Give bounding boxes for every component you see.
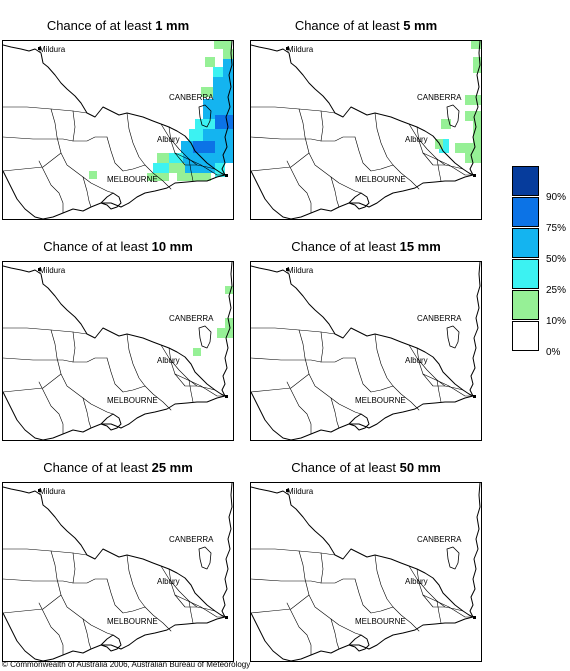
legend-label-75: 75% xyxy=(546,223,567,234)
probability-grid xyxy=(3,41,233,219)
city-label-mildura: Mildura xyxy=(39,266,66,275)
city-marker xyxy=(225,395,228,398)
base-map xyxy=(251,262,481,440)
city-label-albury: Albury xyxy=(157,577,180,586)
panel-title: Chance of at least 50 mm xyxy=(291,460,441,475)
panel-title: Chance of at least 1 mm xyxy=(46,18,190,33)
city-marker xyxy=(286,489,289,492)
panel-title: Chance of at least 5 mm xyxy=(294,18,438,33)
city-label-canberra: CANBERRA xyxy=(417,93,462,102)
panel-title: Chance of at least 25 mm xyxy=(43,460,193,475)
city-label-albury: Albury xyxy=(157,356,180,365)
city-label-melbourne: MELBOURNE xyxy=(355,396,406,405)
legend-label-0: 0% xyxy=(546,347,561,358)
panel-title: Chance of at least 15 mm xyxy=(291,239,441,254)
city-label-melbourne: MELBOURNE xyxy=(107,175,158,184)
city-marker xyxy=(225,616,228,619)
city-marker xyxy=(473,174,476,177)
city-label-canberra: CANBERRA xyxy=(169,93,214,102)
city-marker xyxy=(38,489,41,492)
city-marker xyxy=(473,616,476,619)
map-5mm: Mildura CANBERRA Albury MELBOURNE xyxy=(250,40,482,220)
city-label-mildura: Mildura xyxy=(287,487,314,496)
legend-swatch-25 xyxy=(512,259,539,289)
legend-label-25: 25% xyxy=(546,285,567,296)
city-label-canberra: CANBERRA xyxy=(169,535,214,544)
city-label-canberra: CANBERRA xyxy=(169,314,214,323)
city-label-mildura: Mildura xyxy=(287,266,314,275)
probability-grid xyxy=(3,262,233,440)
city-label-mildura: Mildura xyxy=(39,487,66,496)
city-label-melbourne: MELBOURNE xyxy=(107,396,158,405)
city-label-canberra: CANBERRA xyxy=(417,314,462,323)
city-label-canberra: CANBERRA xyxy=(417,535,462,544)
panel-title: Chance of at least 10 mm xyxy=(43,239,193,254)
legend-swatch-75 xyxy=(512,197,539,227)
copyright-notice: © Commonwealth of Australia 2006, Austra… xyxy=(2,660,251,669)
legend-label-90: 90% xyxy=(546,192,567,203)
legend-label-10: 10% xyxy=(546,316,567,327)
city-label-albury: Albury xyxy=(405,135,428,144)
legend-swatch-90 xyxy=(512,166,539,196)
city-label-melbourne: MELBOURNE xyxy=(355,175,406,184)
city-label-melbourne: MELBOURNE xyxy=(355,617,406,626)
city-label-albury: Albury xyxy=(405,356,428,365)
city-marker xyxy=(286,268,289,271)
legend-swatch-50 xyxy=(512,228,539,258)
city-label-albury: Albury xyxy=(405,577,428,586)
city-marker xyxy=(225,174,228,177)
legend-label-50: 50% xyxy=(546,254,567,265)
base-map xyxy=(3,483,233,661)
legend-swatch-0 xyxy=(512,321,539,351)
map-15mm: Mildura CANBERRA Albury MELBOURNE xyxy=(250,261,482,441)
map-1mm: Mildura CANBERRA Albury MELBOURNE xyxy=(2,40,234,220)
city-label-mildura: Mildura xyxy=(39,45,66,54)
city-label-albury: Albury xyxy=(157,135,180,144)
city-label-mildura: Mildura xyxy=(287,45,314,54)
base-map xyxy=(251,483,481,661)
map-10mm: Mildura CANBERRA Albury MELBOURNE xyxy=(2,261,234,441)
city-marker xyxy=(38,268,41,271)
legend-swatch-10 xyxy=(512,290,539,320)
probability-grid xyxy=(251,41,481,219)
map-50mm: Mildura CANBERRA Albury MELBOURNE xyxy=(250,482,482,662)
city-marker xyxy=(38,47,41,50)
city-marker xyxy=(473,395,476,398)
city-label-melbourne: MELBOURNE xyxy=(107,617,158,626)
city-marker xyxy=(286,47,289,50)
map-25mm: Mildura CANBERRA Albury MELBOURNE xyxy=(2,482,234,662)
